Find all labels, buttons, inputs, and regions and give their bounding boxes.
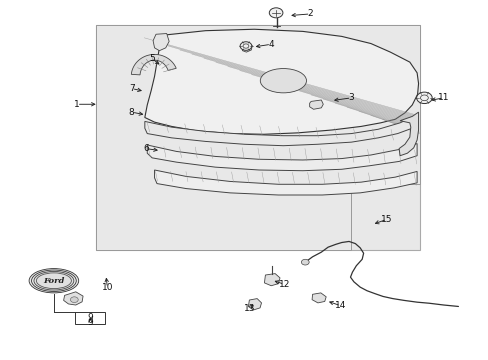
Text: 1: 1 (74, 100, 80, 109)
Polygon shape (96, 24, 419, 249)
Circle shape (416, 92, 431, 104)
Polygon shape (309, 100, 323, 109)
Text: 2: 2 (307, 9, 313, 18)
Text: 10: 10 (102, 283, 113, 292)
Circle shape (240, 42, 251, 50)
Text: 11: 11 (437, 93, 448, 102)
Ellipse shape (260, 68, 306, 93)
Text: 14: 14 (334, 301, 346, 310)
Text: 12: 12 (278, 280, 289, 289)
Text: 3: 3 (348, 93, 354, 102)
Polygon shape (63, 292, 83, 305)
Text: 4: 4 (268, 40, 273, 49)
Circle shape (269, 8, 283, 18)
Polygon shape (248, 298, 261, 310)
Text: 13: 13 (243, 304, 255, 313)
Polygon shape (242, 44, 252, 52)
Text: Ford: Ford (43, 277, 64, 285)
Polygon shape (144, 29, 418, 134)
Polygon shape (153, 33, 169, 51)
Ellipse shape (29, 269, 79, 293)
Text: 9: 9 (87, 318, 93, 327)
Polygon shape (264, 274, 280, 286)
Polygon shape (96, 24, 419, 249)
Polygon shape (398, 112, 418, 156)
Polygon shape (311, 293, 325, 303)
Bar (75, 312, 105, 324)
Polygon shape (154, 170, 416, 195)
Text: 15: 15 (381, 215, 392, 224)
Polygon shape (144, 117, 411, 146)
Text: 9: 9 (87, 314, 93, 323)
Text: 6: 6 (142, 144, 148, 153)
Text: 8: 8 (128, 108, 134, 117)
Text: 7: 7 (128, 84, 134, 93)
Circle shape (301, 259, 308, 265)
Ellipse shape (34, 271, 74, 290)
Polygon shape (131, 54, 176, 75)
Circle shape (70, 297, 78, 302)
Text: 5: 5 (149, 54, 155, 63)
Polygon shape (147, 144, 416, 171)
